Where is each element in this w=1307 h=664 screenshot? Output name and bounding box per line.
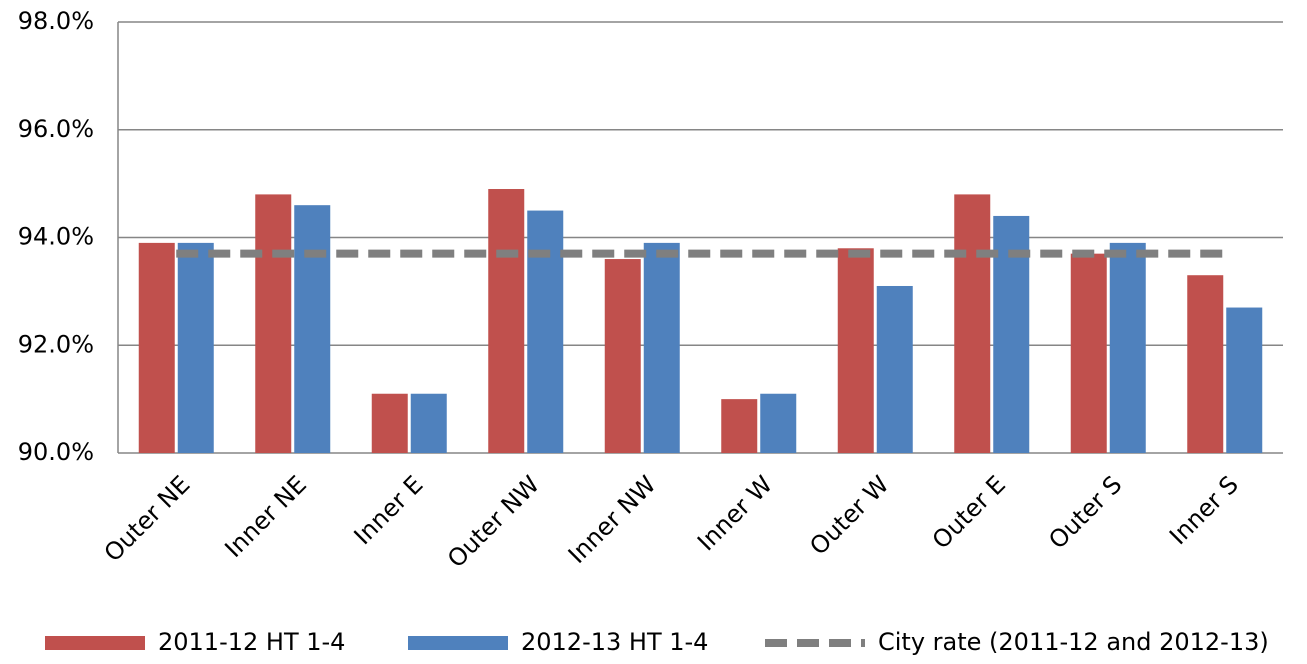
y-tick-label: 92.0% xyxy=(18,330,94,358)
bar xyxy=(876,285,913,453)
bar xyxy=(604,259,641,453)
bar xyxy=(488,189,525,453)
bar xyxy=(294,205,331,453)
y-tick-label: 94.0% xyxy=(18,223,94,251)
y-tick-label: 96.0% xyxy=(18,115,94,143)
x-tick-label: Outer W xyxy=(804,470,894,560)
legend-label: 2012-13 HT 1-4 xyxy=(521,628,708,656)
bar xyxy=(1070,253,1107,453)
x-tick-label: Outer E xyxy=(927,470,1011,554)
x-tick-label: Inner W xyxy=(692,470,778,556)
x-tick-label: Inner NW xyxy=(563,470,662,569)
x-tick-label: Outer S xyxy=(1043,470,1127,554)
bar xyxy=(760,393,797,453)
y-tick-label: 90.0% xyxy=(18,438,94,466)
bar xyxy=(1109,242,1146,453)
bar xyxy=(527,210,564,453)
y-tick-label: 98.0% xyxy=(18,7,94,35)
x-tick-label: Inner S xyxy=(1164,470,1244,550)
bar xyxy=(1187,275,1224,453)
bar xyxy=(721,399,758,453)
bar xyxy=(410,393,447,453)
bar xyxy=(371,393,408,453)
legend-label: City rate (2011-12 and 2012-13) xyxy=(878,628,1269,656)
bar xyxy=(138,242,175,453)
bar xyxy=(643,242,680,453)
legend-swatch xyxy=(45,636,145,650)
bar xyxy=(1226,307,1263,453)
legend-swatch xyxy=(408,636,508,650)
bar xyxy=(177,242,214,453)
x-tick-label: Outer NE xyxy=(99,470,196,567)
x-tick-label: Inner E xyxy=(349,470,429,550)
legend-label: 2011-12 HT 1-4 xyxy=(158,628,345,656)
bar xyxy=(255,194,292,453)
x-tick-label: Inner NE xyxy=(219,470,312,563)
x-tick-label: Outer NW xyxy=(442,470,545,573)
bar xyxy=(954,194,991,453)
bar xyxy=(837,248,874,453)
